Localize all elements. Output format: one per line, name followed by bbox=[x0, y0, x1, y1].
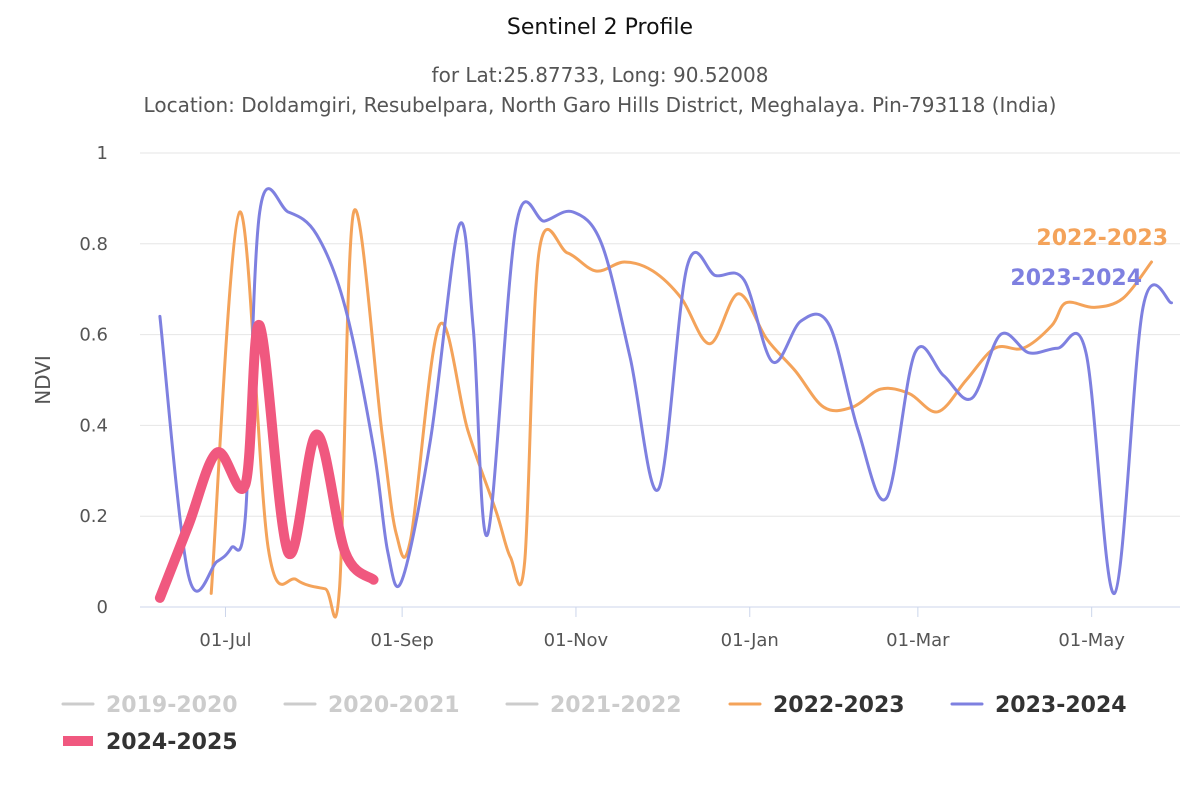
series-lines bbox=[154, 187, 1173, 619]
y-tick-label: 0.6 bbox=[79, 325, 108, 346]
legend-label: 2022-2023 bbox=[773, 693, 905, 718]
legend-item-2024-2025[interactable]: 2024-2025 bbox=[63, 730, 238, 755]
y-tick-label: 0 bbox=[97, 597, 108, 618]
legend-label: 2019-2020 bbox=[106, 693, 238, 718]
legend-label: 2023-2024 bbox=[995, 693, 1127, 718]
x-axis: 01-Jul 01-Sep 01-Nov 01-Jan 01-Mar 01-May bbox=[199, 607, 1125, 651]
legend-item-2022-2023[interactable]: 2022-2023 bbox=[728, 693, 905, 718]
y-axis-ticks: 0 0.2 0.4 0.6 0.8 1 bbox=[79, 143, 108, 618]
x-tick-label: 01-May bbox=[1058, 630, 1125, 651]
legend: 2019-2020 2020-2021 2021-2022 2022-2023 2023… bbox=[61, 693, 1127, 755]
series-line-2022-2023[interactable] bbox=[209, 208, 1153, 619]
legend-item-2023-2024[interactable]: 2023-2024 bbox=[950, 693, 1127, 718]
series-line-2024-2025[interactable] bbox=[154, 320, 379, 603]
chart-subtitle-location: Location: Doldamgiri, Resubelpara, North… bbox=[143, 93, 1057, 117]
x-tick-label: 01-Jul bbox=[199, 630, 251, 651]
y-axis-label: NDVI bbox=[31, 355, 55, 405]
legend-label: 2024-2025 bbox=[106, 730, 238, 755]
series-end-label: 2022-2023 bbox=[1036, 226, 1168, 251]
series-end-labels: 2022-2023 2023-2024 bbox=[1010, 226, 1168, 291]
legend-item-2020-2021[interactable]: 2020-2021 bbox=[283, 693, 460, 718]
x-tick-label: 01-Nov bbox=[544, 630, 609, 651]
y-tick-label: 0.2 bbox=[79, 506, 108, 527]
legend-label: 2021-2022 bbox=[550, 693, 682, 718]
legend-item-2019-2020[interactable]: 2019-2020 bbox=[61, 693, 238, 718]
y-tick-label: 0.8 bbox=[79, 234, 108, 255]
series-line-2023-2024[interactable] bbox=[158, 187, 1173, 595]
y-tick-label: 1 bbox=[97, 143, 108, 164]
series-end-label: 2023-2024 bbox=[1010, 266, 1142, 291]
x-tick-label: 01-Jan bbox=[721, 630, 779, 651]
chart-title: Sentinel 2 Profile bbox=[506, 15, 694, 40]
chart-subtitle-coordinates: for Lat:25.87733, Long: 90.52008 bbox=[431, 63, 769, 87]
legend-item-2021-2022[interactable]: 2021-2022 bbox=[505, 693, 682, 718]
x-tick-label: 01-Mar bbox=[886, 630, 950, 651]
y-tick-label: 0.4 bbox=[79, 415, 108, 436]
x-tick-label: 01-Sep bbox=[370, 630, 433, 651]
legend-label: 2020-2021 bbox=[328, 693, 460, 718]
